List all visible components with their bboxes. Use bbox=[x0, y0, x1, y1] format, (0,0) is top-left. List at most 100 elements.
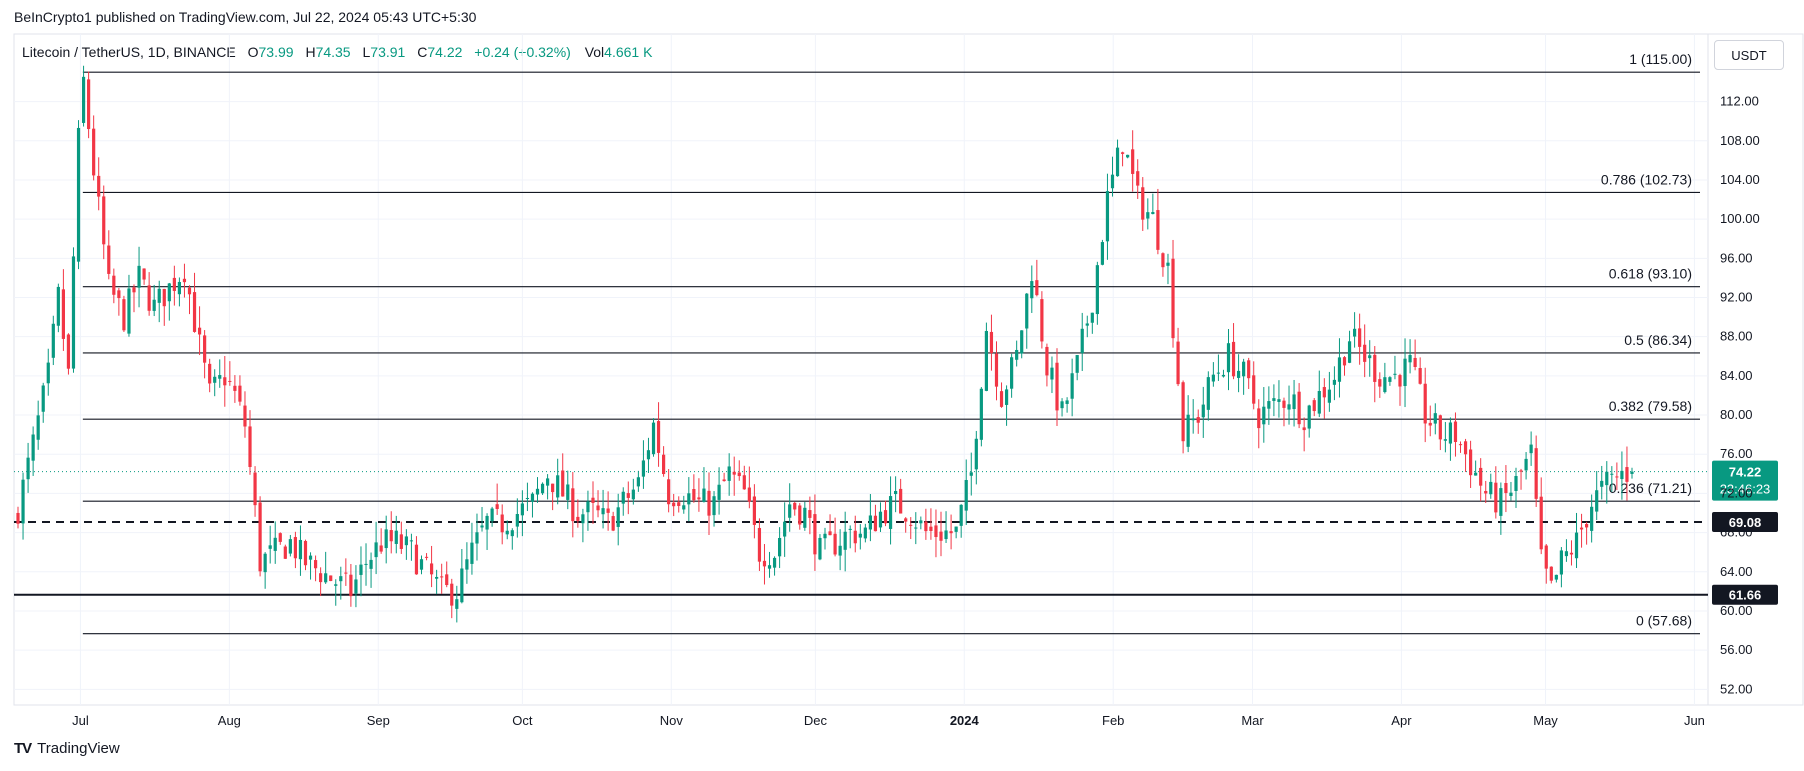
y-tick-label: 68.00 bbox=[1720, 525, 1753, 540]
candle-body bbox=[1206, 377, 1210, 410]
candle-body bbox=[1020, 330, 1024, 354]
candle-body bbox=[208, 363, 212, 384]
candle-body bbox=[848, 528, 852, 530]
candle-body bbox=[727, 466, 731, 481]
candle-body bbox=[1504, 483, 1508, 494]
candle-body bbox=[218, 375, 222, 379]
candle-body bbox=[858, 533, 862, 538]
candle-body bbox=[525, 497, 530, 499]
candle-body bbox=[429, 563, 434, 575]
candle-body bbox=[46, 362, 50, 384]
candle-body bbox=[964, 480, 968, 511]
volume-label: Vol bbox=[584, 44, 605, 60]
current-price-label: 74.22 bbox=[1729, 465, 1762, 480]
candle-body bbox=[722, 479, 726, 482]
candle-body bbox=[888, 496, 893, 529]
candle-body bbox=[793, 502, 797, 510]
candle-body bbox=[177, 281, 181, 295]
candle-body bbox=[1050, 367, 1054, 380]
candle-body bbox=[1595, 490, 1599, 512]
candle-body bbox=[667, 479, 671, 505]
close-value: 74.22 bbox=[427, 44, 463, 60]
candle-body bbox=[92, 128, 96, 176]
candle-body bbox=[71, 256, 76, 369]
candle-body bbox=[1398, 375, 1402, 387]
candle-body bbox=[495, 504, 499, 509]
candle-body bbox=[1368, 355, 1372, 359]
candle-body bbox=[1060, 401, 1064, 409]
candle-body bbox=[460, 568, 464, 603]
candle-body bbox=[1226, 343, 1231, 373]
candle-body bbox=[192, 292, 197, 332]
low-label: L bbox=[362, 44, 371, 60]
open-value: 73.99 bbox=[258, 44, 294, 60]
candle-body bbox=[470, 542, 474, 564]
candle-body bbox=[1423, 383, 1427, 424]
candle-body bbox=[137, 265, 141, 288]
candle-body bbox=[1292, 394, 1296, 410]
candle-body bbox=[747, 487, 751, 502]
candle-body bbox=[1136, 171, 1140, 186]
candle-body bbox=[626, 493, 630, 498]
candle-body bbox=[833, 533, 837, 555]
chart-frame bbox=[13, 33, 1804, 706]
candle-body bbox=[1120, 152, 1125, 154]
tradingview-logo-icon: TV bbox=[14, 740, 32, 757]
candle-body bbox=[1146, 212, 1150, 219]
y-tick-label: 72.00 bbox=[1720, 485, 1753, 500]
candle-body bbox=[465, 559, 469, 570]
candle-body bbox=[646, 450, 651, 460]
price-chart[interactable]: 1 (115.00) 0.786 (102.73) 0.618 (93.10) 0.5… bbox=[0, 0, 1804, 735]
candle-body bbox=[1004, 389, 1009, 405]
candle-body bbox=[263, 553, 267, 573]
x-tick-label: Jul bbox=[72, 713, 89, 728]
candle-body bbox=[485, 515, 489, 530]
candle-body bbox=[672, 502, 676, 507]
candle-body bbox=[1590, 506, 1594, 531]
fib-level-label: 0.236 (71.21) bbox=[1609, 480, 1692, 496]
candle-body bbox=[1358, 328, 1362, 347]
countdown-label: 23:46:23 bbox=[1720, 482, 1771, 497]
x-tick-label: Sep bbox=[367, 713, 390, 728]
candle-body bbox=[778, 537, 782, 557]
candle-body bbox=[989, 331, 994, 353]
candle-body bbox=[1549, 566, 1553, 581]
candle-body bbox=[924, 521, 928, 532]
candle-body bbox=[1630, 471, 1634, 474]
candle-body bbox=[994, 353, 999, 387]
candle-body bbox=[899, 488, 903, 514]
candle-body bbox=[308, 555, 313, 560]
candle-body bbox=[1236, 370, 1241, 378]
candle-body bbox=[808, 510, 812, 518]
candle-body bbox=[424, 556, 429, 558]
candle-body bbox=[344, 572, 348, 574]
candle-body bbox=[772, 557, 777, 568]
candle-body bbox=[238, 385, 242, 402]
candle-body bbox=[1620, 470, 1624, 480]
candle-body bbox=[591, 497, 595, 503]
candle-body bbox=[944, 530, 948, 540]
fib-level-label: 0.786 (102.73) bbox=[1601, 171, 1692, 187]
x-tick-label: Apr bbox=[1391, 713, 1412, 728]
footer-brand: TV TradingView bbox=[14, 740, 120, 757]
candle-body bbox=[1539, 496, 1543, 550]
candle-body bbox=[243, 405, 247, 427]
candle-body bbox=[873, 515, 878, 532]
currency-button[interactable]: USDT bbox=[1714, 40, 1784, 70]
candle-body bbox=[1186, 414, 1190, 447]
candle-body bbox=[1247, 360, 1251, 379]
candle-body bbox=[894, 490, 898, 495]
candle-body bbox=[1115, 147, 1120, 177]
candle-body bbox=[1393, 373, 1397, 375]
candle-body bbox=[303, 540, 308, 566]
candle-body bbox=[1574, 532, 1579, 559]
current-price-tag bbox=[1712, 460, 1778, 501]
candle-body bbox=[999, 391, 1004, 407]
candle-body bbox=[167, 283, 171, 302]
candle-body bbox=[157, 288, 161, 303]
y-tick-label: 92.00 bbox=[1720, 290, 1753, 305]
candle-body bbox=[1010, 357, 1014, 389]
candle-body bbox=[1080, 328, 1084, 354]
candle-body bbox=[1191, 418, 1195, 421]
high-label: H bbox=[305, 44, 316, 60]
